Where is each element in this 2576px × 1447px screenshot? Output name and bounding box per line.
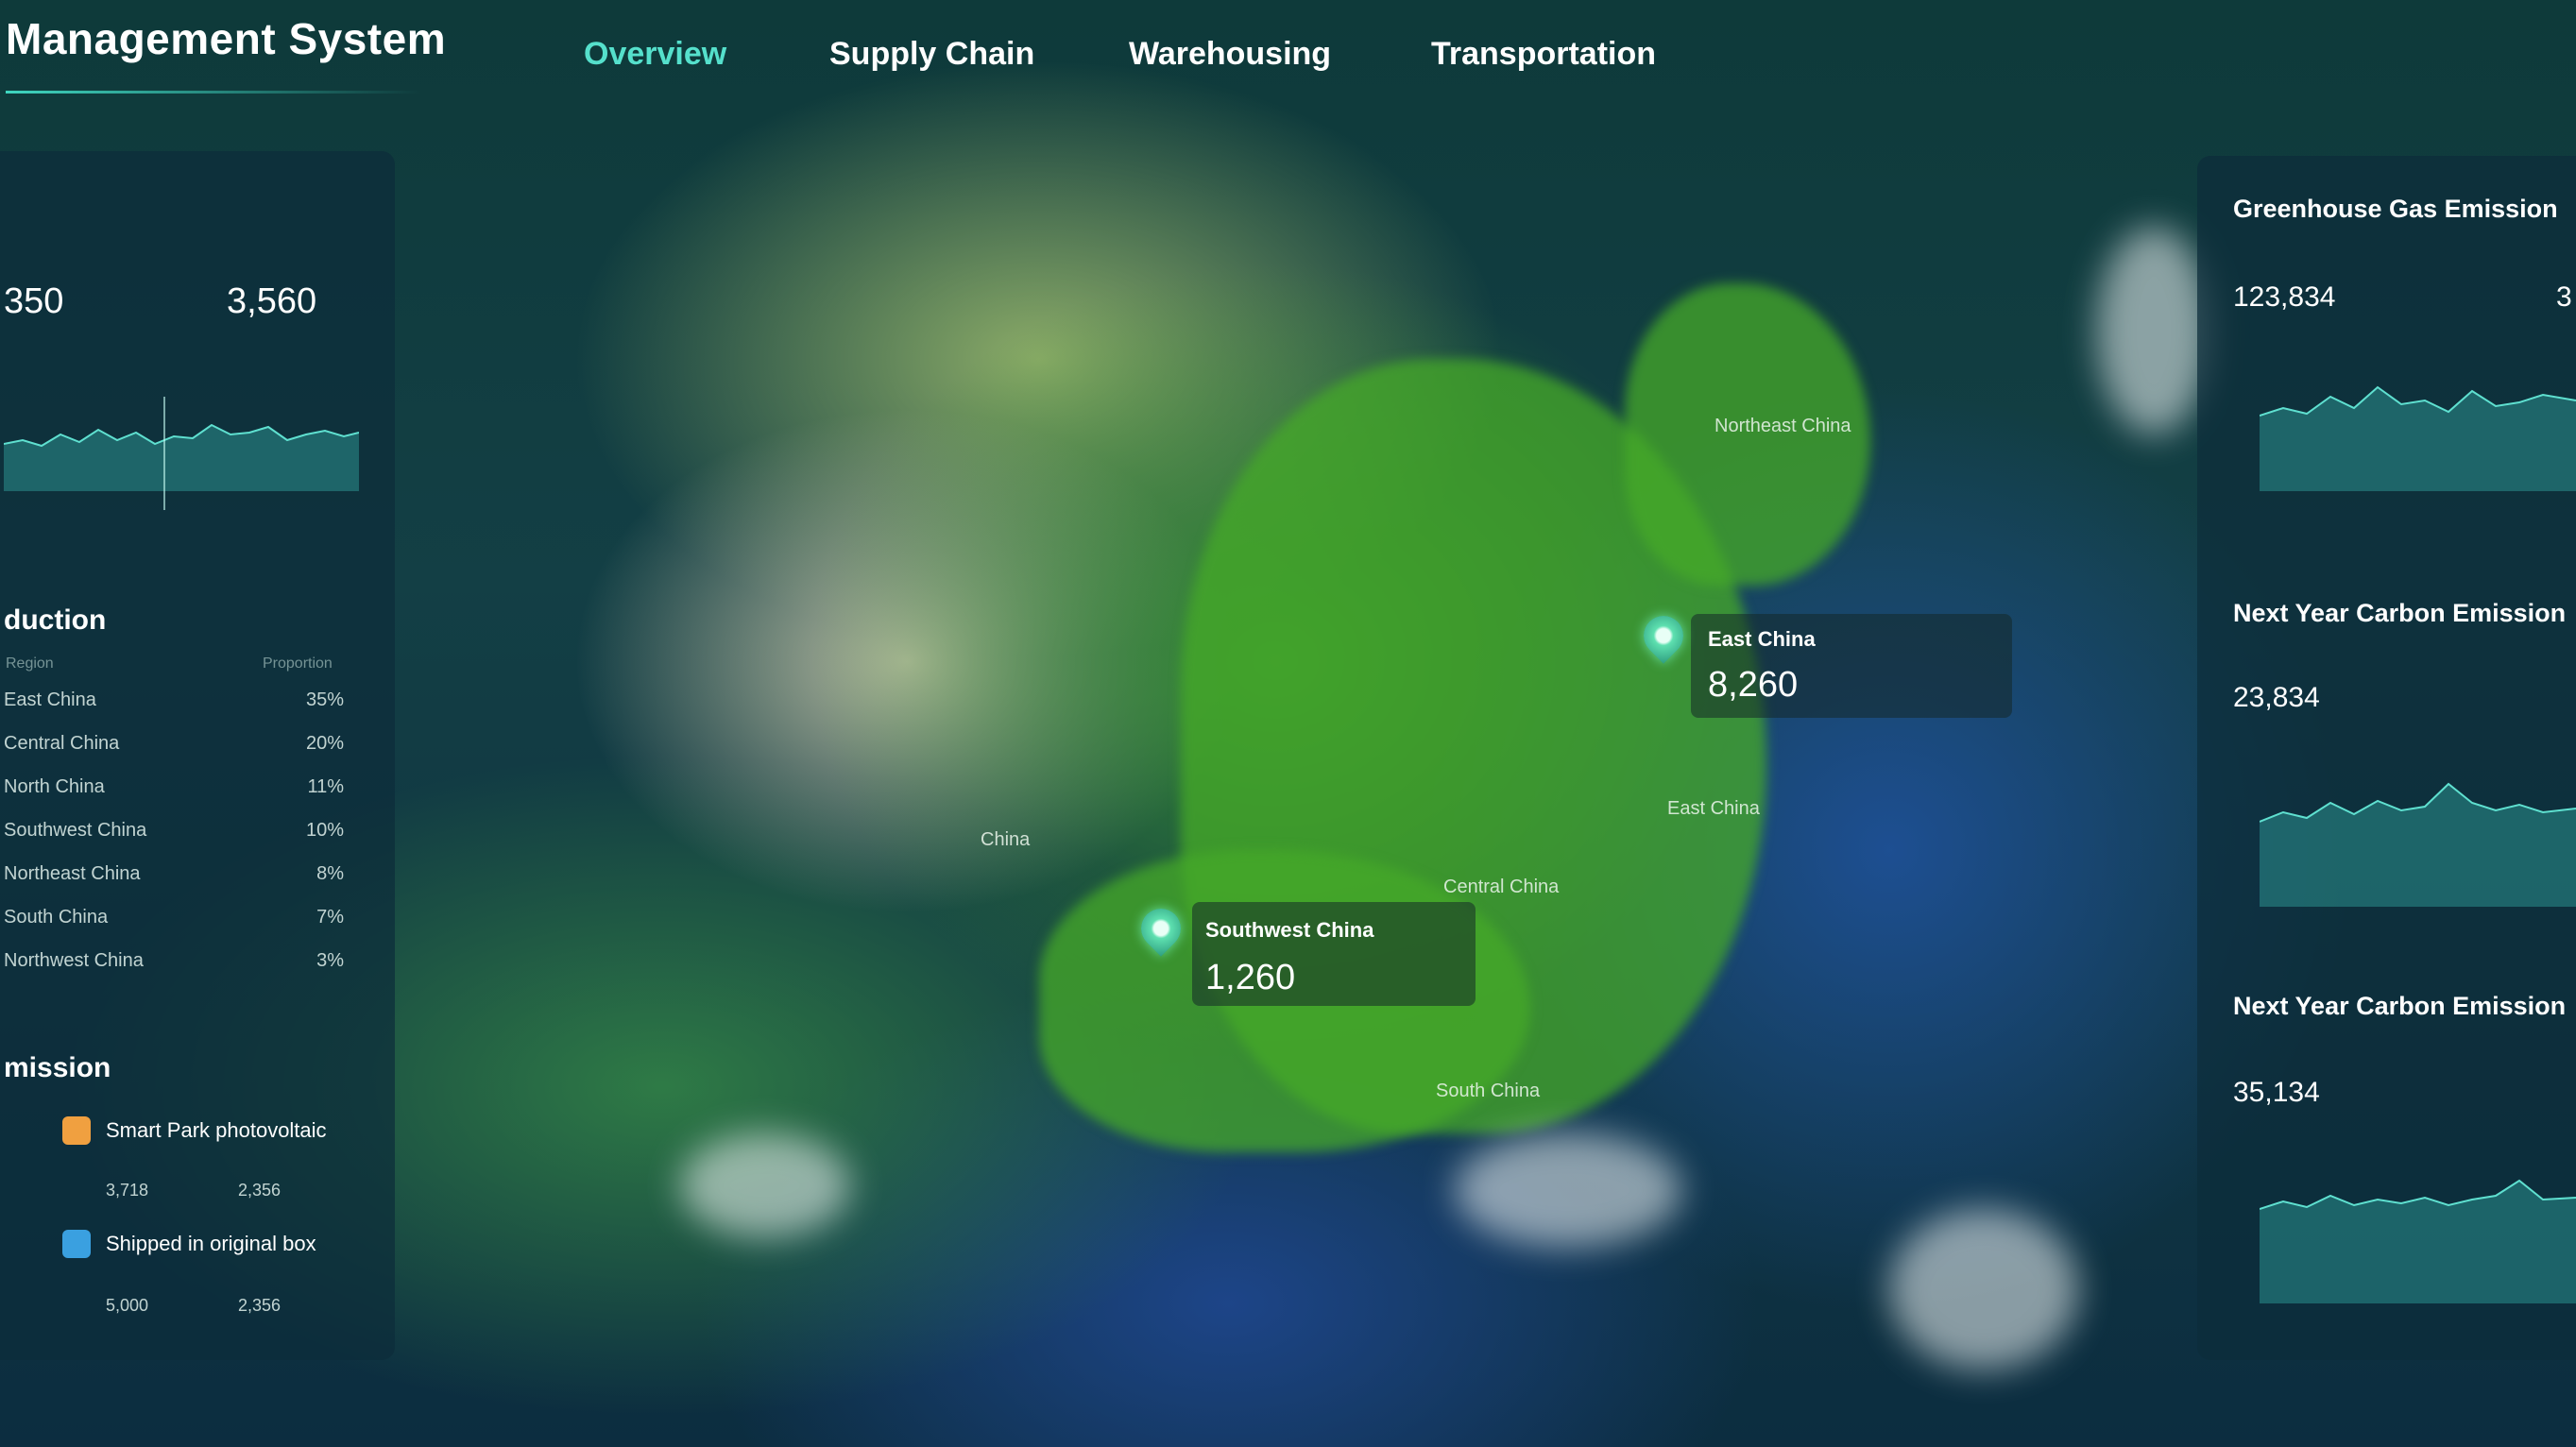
reduction-row: Southwest China 10%: [4, 820, 344, 841]
reduction-row: South China 7%: [4, 907, 344, 928]
callout-name: East China: [1708, 627, 1816, 651]
right-chart-3: [2260, 1179, 2576, 1303]
box-icon: [62, 1230, 91, 1258]
tab-overview[interactable]: Overview: [584, 36, 727, 72]
left-trend-chart: [4, 397, 359, 510]
solar-panel-icon: [62, 1116, 91, 1145]
right-section-value: 35,134: [2233, 1077, 2320, 1108]
map-label-central: Central China: [1443, 877, 1560, 897]
emission-item-label: Smart Park photovoltaic: [106, 1118, 327, 1142]
title-underline: [6, 91, 421, 94]
stat-value-a: 350: [4, 281, 64, 321]
cloud: [2097, 227, 2210, 434]
right-chart-2: [2260, 782, 2576, 907]
reduction-col-region: Region: [6, 655, 54, 672]
cloud: [1455, 1133, 1681, 1247]
map-label-china: China: [981, 829, 1031, 850]
callout-value: 8,260: [1708, 665, 1799, 705]
map-label-east: East China: [1667, 798, 1760, 819]
trend-area: [4, 425, 359, 491]
emission-item-label: Shipped in original box: [106, 1232, 316, 1255]
reduction-row: Northwest China 3%: [4, 950, 344, 971]
emission-item-value-1: 3,718: [106, 1181, 149, 1200]
right-section-title: Next Year Carbon Emission: [2233, 599, 2567, 627]
emission-title: mission: [4, 1052, 111, 1083]
callout-east-china: [1691, 614, 2012, 718]
emission-item-value-2: 2,356: [238, 1181, 281, 1200]
callout-value: 1,260: [1205, 958, 1296, 997]
right-chart-1: [2260, 385, 2576, 491]
trend-line: [4, 423, 359, 448]
cloud: [680, 1133, 850, 1237]
reduction-title: duction: [4, 604, 107, 636]
emission-item-value-1: 5,000: [106, 1296, 149, 1315]
tab-warehousing[interactable]: Warehousing: [1129, 36, 1332, 72]
reduction-row: Northeast China 8%: [4, 863, 344, 884]
right-section-value: 123,834: [2233, 281, 2336, 313]
terrain-green-northeast: [1625, 283, 1870, 586]
callout-name: Southwest China: [1205, 918, 1374, 942]
app-title: Management System: [6, 14, 447, 63]
map-label-northeast: Northeast China: [1714, 416, 1851, 436]
reduction-col-percent: Proportion: [263, 655, 333, 672]
reduction-row: East China 35%: [4, 689, 344, 710]
reduction-row: North China 11%: [4, 776, 344, 797]
reduction-row: Central China 20%: [4, 733, 344, 754]
cloud: [1889, 1209, 2078, 1370]
right-section-value-b: 3: [2556, 281, 2572, 313]
right-section-title: Greenhouse Gas Emission: [2233, 195, 2558, 223]
callout-southwest-china: [1192, 902, 1476, 1006]
stat-value-b: 3,560: [227, 281, 317, 321]
map-label-south: South China: [1436, 1081, 1541, 1101]
left-panel: [0, 151, 395, 1360]
right-panel: [2197, 156, 2576, 1360]
tab-supply-chain[interactable]: Supply Chain: [829, 36, 1035, 72]
right-section-title: Next Year Carbon Emission: [2233, 992, 2567, 1020]
right-section-value: 23,834: [2233, 682, 2320, 713]
emission-item-value-2: 2,356: [238, 1296, 281, 1315]
tab-transportation[interactable]: Transportation: [1431, 36, 1657, 72]
